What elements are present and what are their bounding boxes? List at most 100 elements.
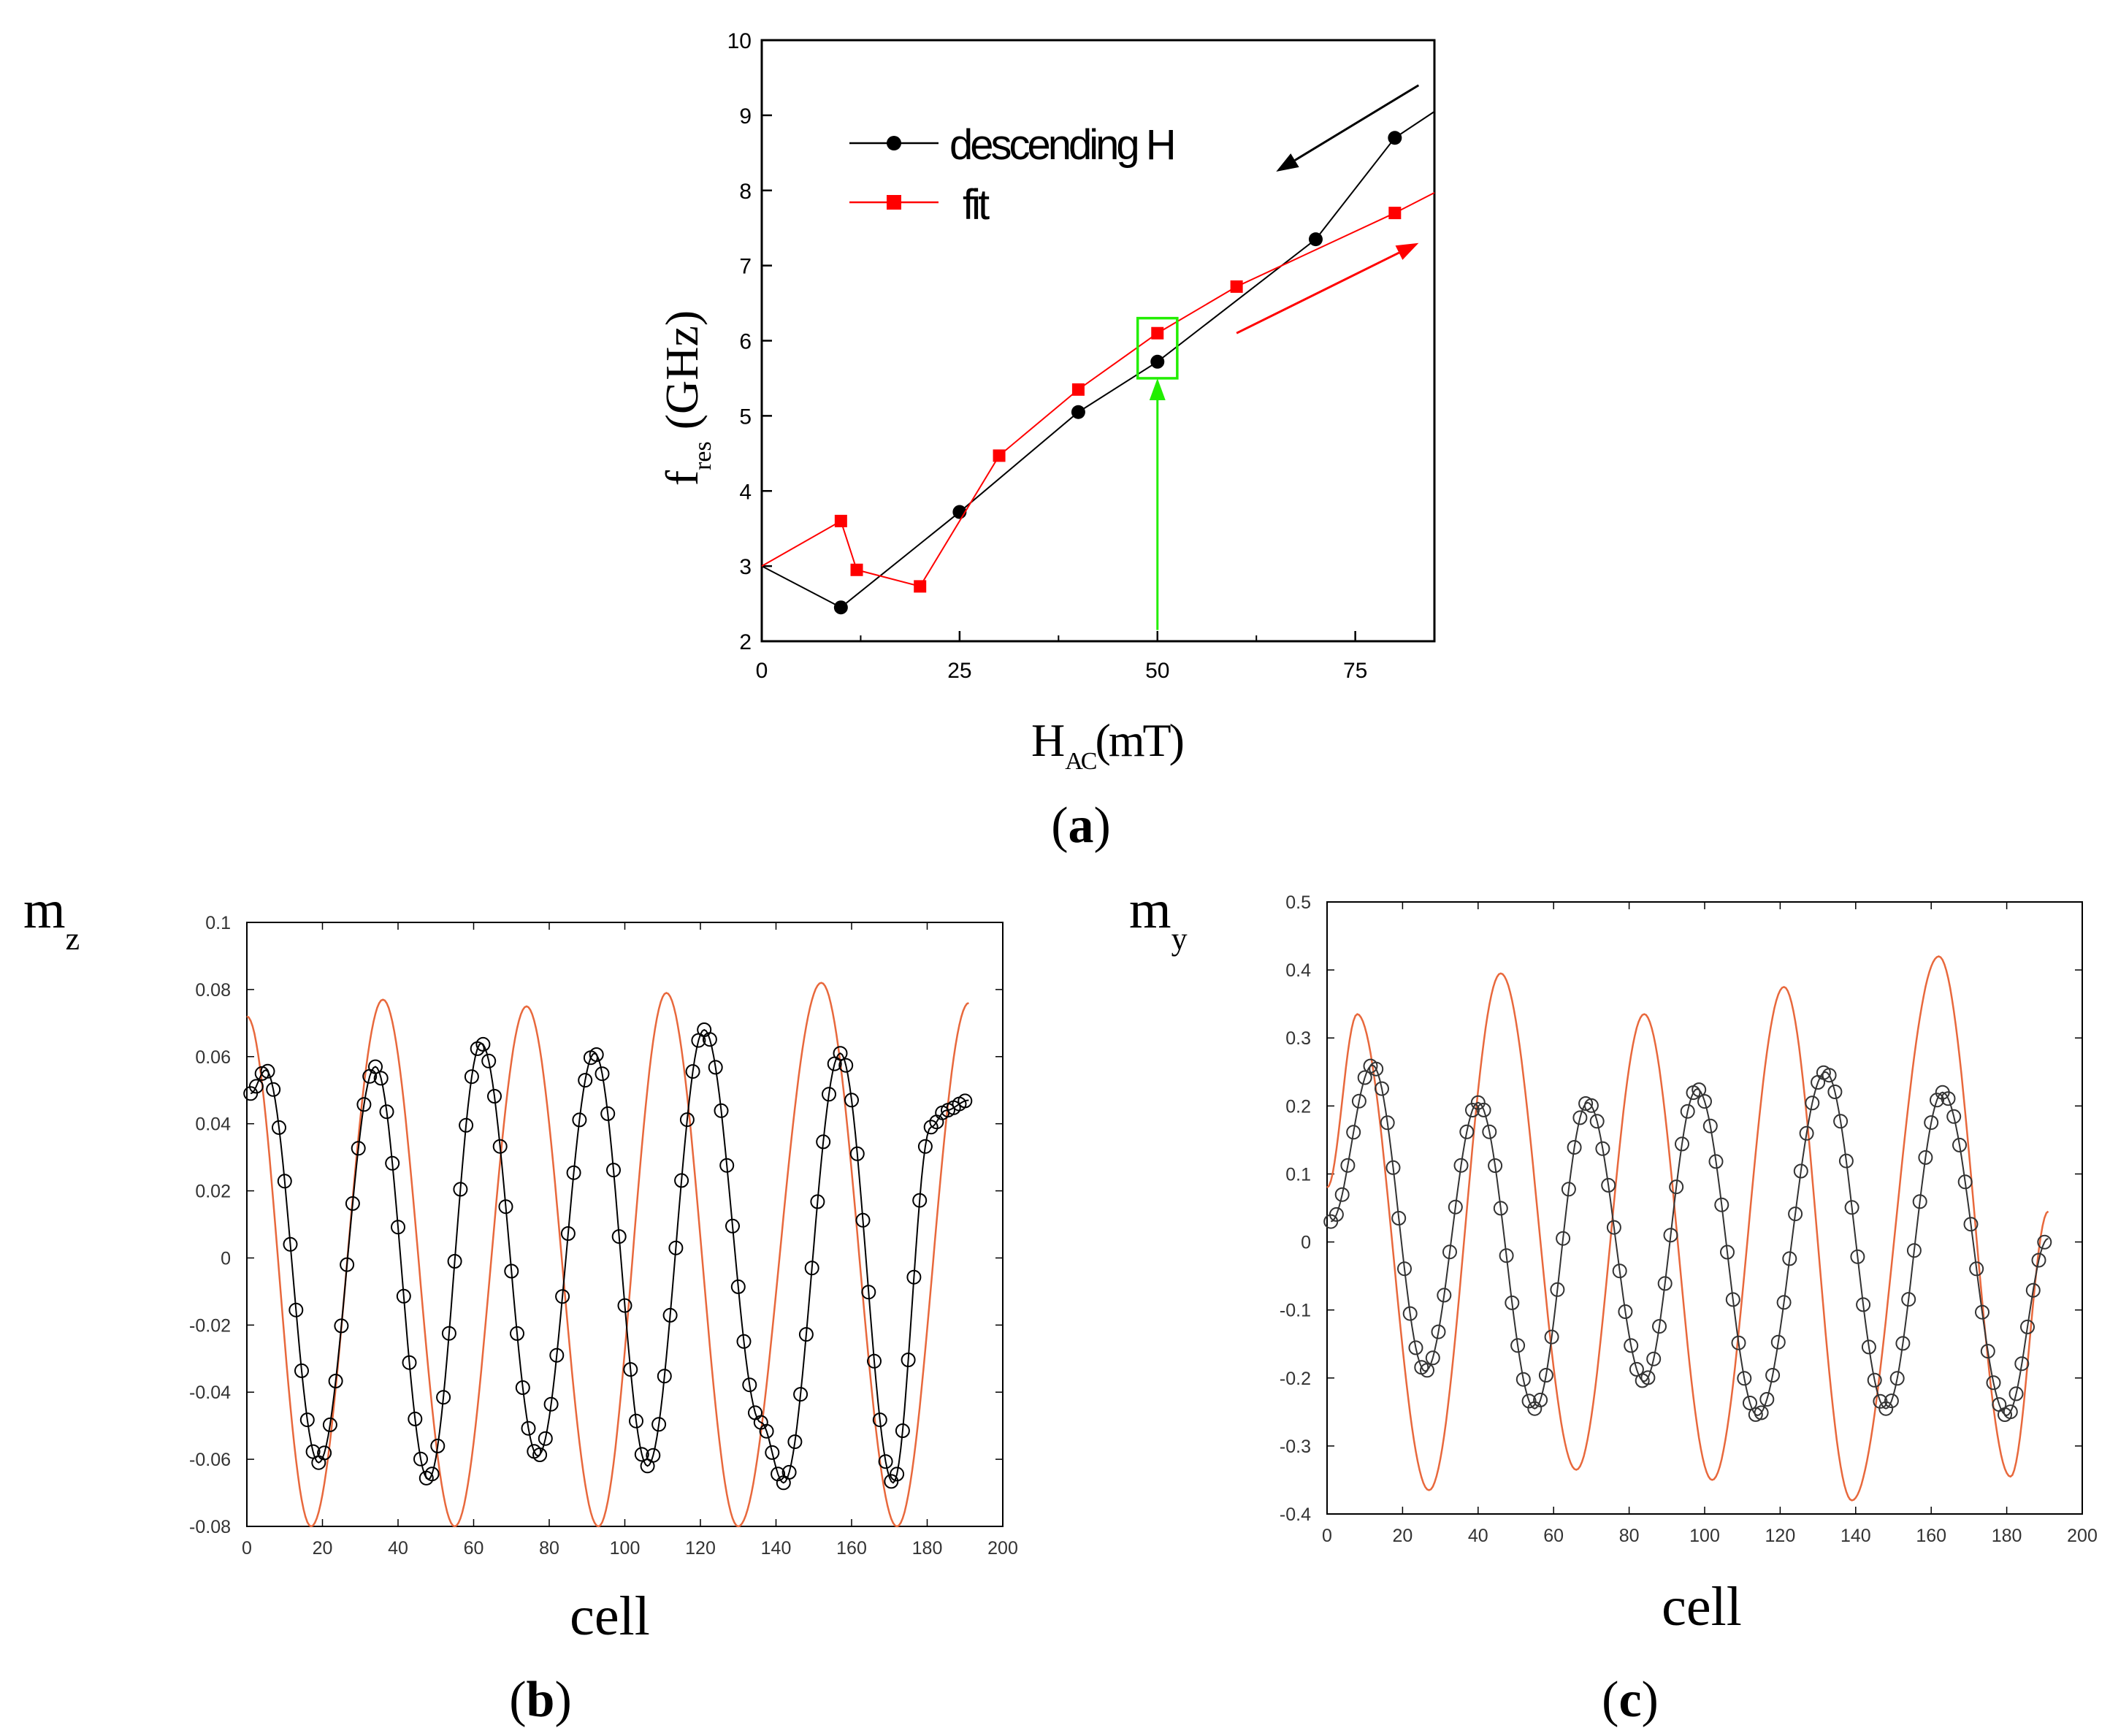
y-tick-label-1: -0.06 [189,1450,231,1470]
y-tick-label-7: 0.3 [1285,1028,1311,1049]
y-tick-label-2: -0.04 [189,1383,231,1403]
simulation-point [1833,1114,1849,1129]
simulation-point [1867,1372,1882,1388]
simulation-point [595,1066,610,1082]
x-tick-label-8: 160 [836,1538,867,1559]
simulation-point [317,1445,332,1461]
simulation-point [1499,1248,1514,1263]
simulation-point [1754,1405,1769,1420]
x-tick-label-2: 50 [1145,659,1169,683]
simulation-point [2003,1404,2018,1420]
data-point-descending [1150,354,1165,369]
annotation-arrow-head-1 [1395,242,1419,260]
simulation-point [634,1447,649,1462]
simulation-point [413,1451,428,1467]
simulation-point [1329,1207,1344,1222]
simulation-point [566,1165,581,1180]
fit-curve [1326,955,2049,1502]
data-point-ascending [850,563,863,576]
data-point-ascending [1071,383,1085,396]
simulation-point [1391,1211,1407,1225]
panel-c-label: (c) [1602,1672,1659,1728]
simulation-point [1680,1104,1695,1119]
simulation-point [668,1240,684,1255]
x-tick-label-4: 80 [1619,1526,1640,1546]
data-point-descending [833,600,848,615]
x-tick-label-1: 20 [1392,1526,1413,1546]
y-tick-label-0: -0.08 [189,1517,231,1537]
simulation-point [515,1380,530,1395]
simulation-point [855,1212,871,1228]
simulation-point [1380,1115,1395,1131]
annotation-arrow-shaft-1 [1236,251,1400,334]
simulation-point [1515,1372,1531,1387]
x-tick-label-9: 180 [912,1538,943,1559]
y-tick-label-5: 0.1 [1285,1164,1311,1185]
simulation-point [1838,1153,1854,1169]
legend-descending-label: descending H [949,121,1174,169]
panel-a-series [761,110,1435,615]
simulation-point [498,1199,513,1215]
simulation-point [277,1174,292,1189]
simulation-point [510,1326,524,1341]
simulation-point [957,1093,973,1109]
simulation-point [1357,1070,1372,1085]
simulation-point [1510,1338,1526,1353]
y-tick-label-8: 0.4 [1285,960,1311,981]
y-tick-label-8: 10 [727,29,752,53]
x-tick-label-10: 200 [987,1538,1018,1559]
simulation-point [379,1104,394,1120]
simulation-point [1856,1297,1871,1312]
simulation-point [742,1377,757,1393]
simulation-point [396,1288,411,1304]
panel-b-ticks: -0.08 -0.06 -0.04 -0.02 0 0.02 0.04 0.06 0.08 0.1… [189,913,1018,1559]
x-tick-label-9: 180 [1992,1526,2022,1546]
simulation-point [272,1120,286,1135]
simulation-point [538,1431,553,1446]
simulation-point [1482,1124,1497,1139]
simulation-point [1334,1187,1350,1202]
simulation-point [1556,1231,1571,1246]
simulation-point [328,1374,343,1388]
simulation-point [453,1182,468,1197]
simulation-point [1957,1174,1973,1190]
simulation-point [901,1353,916,1367]
data-point-ascending [1230,280,1243,293]
simulation-point [1346,1125,1361,1140]
panel-c-ticks: -0.4 -0.3 -0.2 -0.1 0 0.1 0.2 0.3 0.4 0.5 0 20 40 60 8… [1280,892,2098,1546]
simulation-point [787,1434,803,1450]
data-point-ascending [1388,207,1402,220]
simulation-point [1805,1095,1820,1111]
series-line-ascending [761,191,1435,588]
simulation-point [1731,1335,1746,1350]
simulation-point [1589,1114,1605,1129]
simulation-point [1889,1371,1905,1386]
y-tick-label-5: 0.02 [195,1182,231,1202]
simulation-point [560,1226,576,1241]
simulation-point [765,1445,780,1460]
simulation-point [906,1269,922,1285]
series-line-descending [761,110,1435,608]
simulation-point [248,1079,264,1094]
simulation-point [662,1307,678,1323]
panel-b-series [243,982,973,1528]
simulation-point [487,1089,502,1104]
x-tick-label-7: 140 [1840,1526,1871,1546]
simulation-point [2020,1319,2035,1334]
simulation-point [714,1103,729,1118]
simulation-point [1895,1336,1911,1351]
simulation-point [617,1298,632,1313]
simulation-point [1799,1125,1814,1141]
simulation-point [1793,1163,1808,1179]
simulation-point [1420,1363,1434,1378]
simulation-point [1408,1340,1423,1355]
simulation-point [2037,1234,2052,1250]
simulation-point [402,1355,417,1370]
simulation-point [447,1254,462,1269]
simulation-point [391,1220,405,1235]
simulation-point [1720,1244,1735,1260]
simulation-point [844,1093,859,1108]
simulation-point [890,1467,905,1482]
simulation-point [1601,1177,1616,1193]
panel-a-y-axis-label: fres (GHz) [656,310,716,486]
